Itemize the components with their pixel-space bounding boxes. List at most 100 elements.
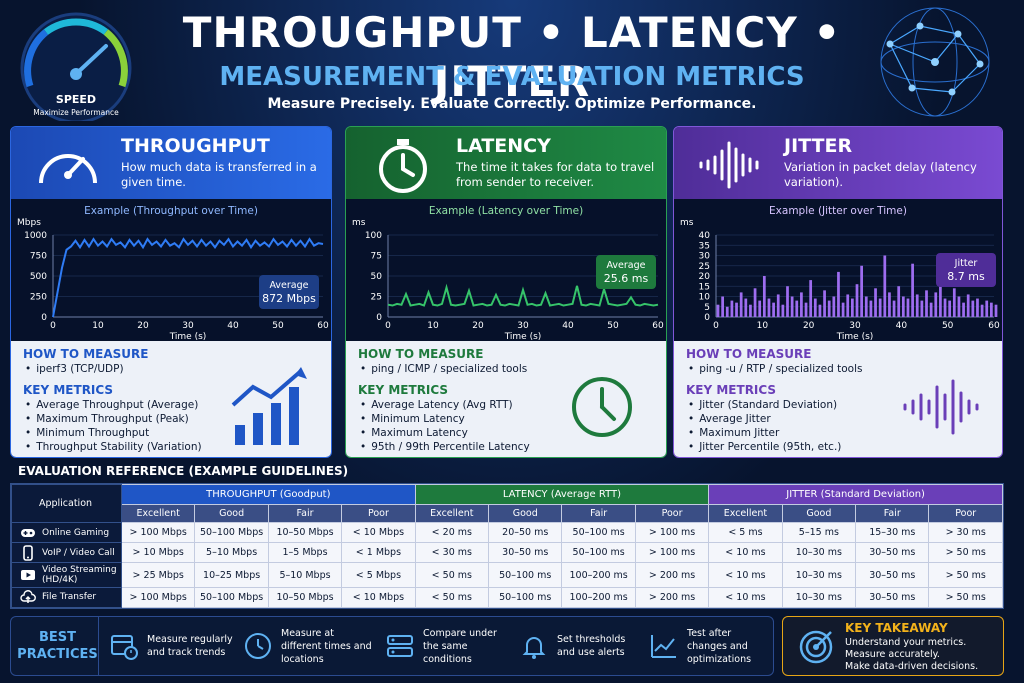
- table-cell: 50–100 Mbps: [194, 521, 269, 544]
- best-practice-text: Test after changes and optimizations: [687, 627, 752, 665]
- table-cell: < 10 Mbps: [341, 521, 416, 544]
- metric-item: Maximum Jitter: [688, 426, 841, 440]
- target-icon: [799, 630, 833, 664]
- table-cell: < 5 ms: [708, 521, 783, 544]
- latency-card-header: LATENCY The time it takes for data to tr…: [346, 127, 666, 199]
- level-header: Good: [488, 504, 563, 523]
- bar: [929, 302, 933, 317]
- bar: [957, 296, 961, 317]
- jitter-chart-title: Example (Jitter over Time): [769, 205, 907, 217]
- table-cell: 30–50 ms: [855, 542, 930, 564]
- y-tick-label: 35: [699, 241, 710, 251]
- best-practice-text: Set thresholds and use alerts: [557, 634, 626, 658]
- bar: [762, 276, 766, 317]
- table-cell: 20–50 ms: [488, 521, 563, 544]
- bar: [790, 296, 794, 317]
- bar: [716, 304, 720, 317]
- calendar-icon: [111, 635, 138, 660]
- jitter-measure-tool: ping -u / RTP / specialized tools: [688, 362, 862, 376]
- table-cell: 50–100 ms: [561, 521, 636, 544]
- app-header: Application: [11, 484, 122, 523]
- bar: [897, 286, 901, 317]
- throughput-card: THROUGHPUT How much data is transferred …: [10, 126, 332, 458]
- bar: [911, 263, 914, 317]
- metric-item: Minimum Latency: [360, 412, 530, 426]
- clock-icon: [245, 633, 271, 659]
- app-name: File Transfer: [42, 592, 97, 603]
- table-cell: < 10 ms: [708, 562, 783, 588]
- bar: [994, 304, 998, 317]
- throughput-measure-tool: iperf3 (TCP/UDP): [25, 362, 123, 376]
- level-header: Excellent: [708, 504, 783, 523]
- x-tick-label: 60: [652, 321, 664, 331]
- bar: [850, 298, 854, 317]
- key-takeaway-title: KEY TAKEAWAY: [845, 621, 948, 635]
- play-icon: [21, 570, 35, 581]
- latency-description: The time it takes for data to travel fro…: [456, 160, 655, 189]
- callout-box: [596, 255, 656, 289]
- table-cell: 5–15 ms: [781, 521, 857, 544]
- bar: [749, 304, 752, 317]
- app-name: Online Gaming: [42, 527, 110, 538]
- throughput-chart: Example (Throughput over Time) Mbps 0 250 5…: [11, 199, 331, 341]
- level-header: Good: [781, 504, 857, 523]
- table-cell: < 10 ms: [708, 586, 783, 609]
- jitter-how-to: HOW TO MEASURE ping -u / RTP / specializ…: [674, 341, 1002, 457]
- table-cell: < 50 ms: [414, 562, 490, 588]
- bar: [730, 300, 734, 317]
- callout-value: 25.6 ms: [604, 272, 649, 285]
- x-tick-label: 10: [757, 321, 769, 331]
- app-name: VoIP / Video Call: [42, 547, 115, 558]
- x-tick-label: 10: [92, 321, 104, 331]
- x-tick-label: 30: [849, 321, 861, 331]
- bar: [739, 292, 743, 317]
- metric-item: Average Jitter: [688, 412, 841, 426]
- table-cell: < 5 Mbps: [341, 562, 416, 588]
- metric-item: Throughput Stability (Variation): [25, 440, 201, 454]
- y-tick-label: 40: [699, 231, 711, 241]
- bar: [971, 300, 975, 317]
- bar: [725, 306, 729, 317]
- level-header: Poor: [634, 504, 710, 523]
- y-tick-label: 100: [365, 231, 382, 241]
- latency-measure-list: ping / ICMP / specialized tools: [360, 362, 527, 376]
- y-tick-label: 500: [30, 272, 47, 282]
- table-cell: 30–50 ms: [855, 562, 930, 588]
- table-cell: 30–50 ms: [488, 542, 563, 564]
- jitter-description: Variation in packet delay (latency varia…: [784, 160, 977, 189]
- jitter-card: JITTER Variation in packet delay (latenc…: [673, 126, 1003, 458]
- latency-chart-svg: ms 0 25 50 75 100 0 10 20 30 40 50 60 Time (s) Average…: [352, 218, 664, 341]
- key-takeaway: KEY TAKEAWAY Understand your metrics. Me…: [782, 616, 1004, 676]
- latency-metrics-list: Average Latency (Avg RTT) Minimum Latenc…: [360, 398, 530, 454]
- level-header-row: Excellent Good Fair Poor Excellent Good Fair Po…: [12, 504, 1003, 523]
- table-cell: < 10 ms: [708, 542, 783, 564]
- table-row: File Transfer > 100 Mbps 50–100 Mbps 10–50 …: [11, 586, 1003, 609]
- callout-value: 872 Mbps: [262, 292, 316, 305]
- app-name: Video Streaming (HD/4K): [42, 565, 117, 586]
- bar: [809, 280, 813, 317]
- jitter-measure-heading: HOW TO MEASURE: [686, 347, 812, 361]
- throughput-title: THROUGHPUT: [121, 135, 270, 157]
- latency-metrics-heading: KEY METRICS: [358, 383, 449, 397]
- jitter-group-header: JITTER (Standard Deviation): [708, 484, 1003, 505]
- throughput-card-header: THROUGHPUT How much data is transferred …: [11, 127, 331, 199]
- y-tick-label: 15: [699, 282, 710, 292]
- evaluation-body: Online Gaming > 100 Mbps 50–100 Mbps 10–50 …: [11, 521, 1003, 609]
- throughput-description: How much data is transferred in a given …: [121, 160, 317, 189]
- throughput-group-header: THROUGHPUT (Goodput): [121, 484, 416, 505]
- latency-measure-tool: ping / ICMP / specialized tools: [360, 362, 527, 376]
- bar: [786, 286, 789, 317]
- header: SPEED Maximize Performance THROUGHPUT • …: [0, 0, 1024, 121]
- metric-item: Average Throughput (Average): [25, 398, 202, 412]
- key-takeaway-lines: Understand your metrics. Measure accurat…: [845, 637, 978, 673]
- table-cell: 15–30 ms: [855, 521, 930, 544]
- waveform-icon: [903, 379, 979, 435]
- jitter-metrics-heading: KEY METRICS: [686, 383, 777, 397]
- metric-item: Minimum Throughput: [25, 426, 202, 440]
- network-globe-icon: [880, 7, 990, 117]
- table-cell: > 100 ms: [634, 542, 710, 564]
- table-cell: 100–200 ms: [561, 586, 636, 609]
- bar: [735, 302, 738, 317]
- table-cell: 30–50 ms: [855, 586, 930, 609]
